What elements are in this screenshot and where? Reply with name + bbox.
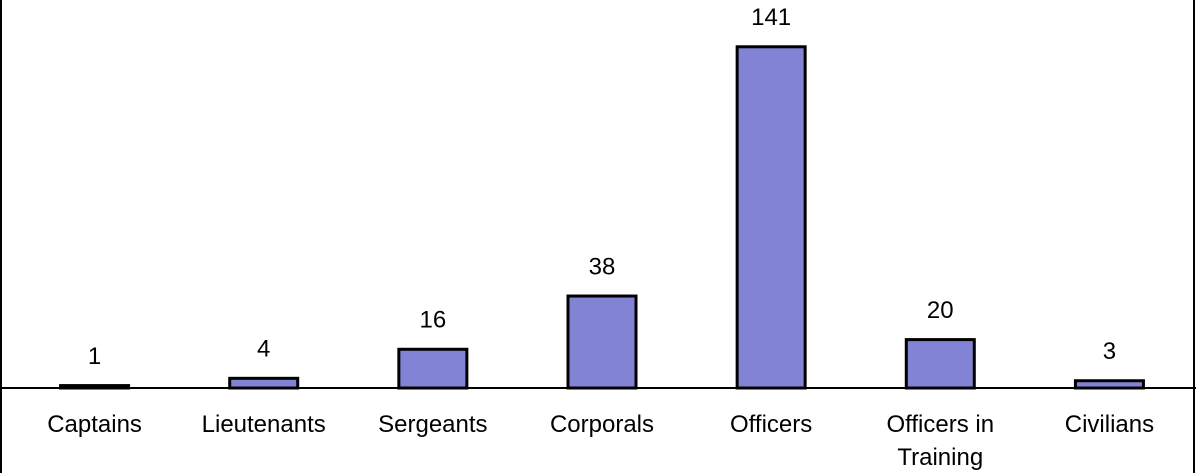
x-tick-label: Officers in Training	[886, 411, 995, 471]
x-tick-label: Corporals	[549, 411, 655, 438]
bar	[1073, 379, 1145, 390]
data-label: 16	[420, 307, 447, 334]
data-label: 4	[257, 336, 270, 363]
bar	[904, 338, 976, 390]
bar	[397, 347, 469, 390]
bar	[735, 45, 807, 390]
data-label: 3	[1103, 338, 1116, 365]
x-tick-label: Sergeants	[378, 411, 488, 438]
bar	[228, 376, 300, 390]
x-tick-label: Officers	[730, 411, 813, 438]
x-tick-label: Civilians	[1064, 411, 1155, 438]
data-label: 141	[751, 4, 791, 31]
x-tick-label: Lieutenants	[201, 411, 326, 438]
x-tick-label: Captains	[47, 411, 142, 438]
data-label: 1	[88, 343, 101, 370]
bar	[566, 294, 638, 390]
data-label: 20	[927, 297, 954, 324]
data-label: 38	[589, 253, 616, 280]
